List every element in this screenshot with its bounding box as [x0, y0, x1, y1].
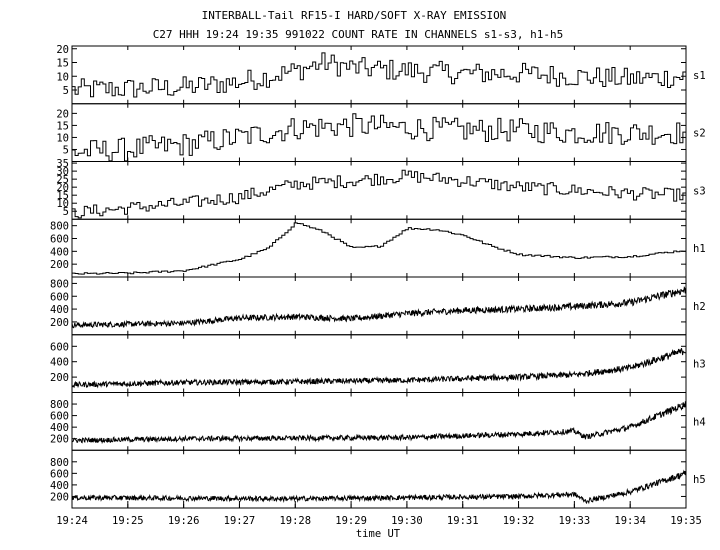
panel-frame — [71, 218, 687, 278]
y-tick-label: 800 — [50, 399, 69, 411]
y-tick-label: 200 — [50, 317, 69, 329]
series-s3-line — [72, 169, 687, 219]
y-tick-label: 600 — [50, 234, 69, 246]
panel-frame — [71, 392, 687, 451]
x-axis-label: time UT — [356, 528, 401, 540]
panel-label-s1: s1 — [693, 70, 706, 82]
y-tick-label: 10 — [56, 132, 69, 144]
y-tick-label: 200 — [50, 434, 69, 446]
x-tick-label: 19:26 — [168, 515, 200, 527]
x-tick-label: 19:33 — [559, 515, 591, 527]
y-tick-label: 200 — [50, 259, 69, 271]
panels: 5101520s15101520s25101520253035s32004006… — [50, 44, 706, 509]
panel-frame — [71, 45, 687, 105]
y-tick-label: 15 — [56, 190, 69, 202]
y-tick-label: 30 — [56, 166, 69, 178]
x-tick-label: 19:32 — [503, 515, 535, 527]
y-tick-label: 600 — [50, 411, 69, 423]
panel-label-s2: s2 — [693, 128, 706, 140]
y-tick-label: 600 — [50, 341, 69, 353]
y-tick-label: 25 — [56, 174, 69, 186]
y-tick-label: 20 — [56, 44, 69, 56]
x-tick-label: 19:31 — [447, 515, 479, 527]
panel-frame — [71, 449, 687, 509]
y-tick-label: 5 — [63, 85, 69, 97]
y-tick-label: 200 — [50, 372, 69, 384]
panel-label-h1: h1 — [693, 243, 706, 255]
x-tick-label: 19:24 — [56, 515, 88, 527]
series-h2-line — [71, 286, 687, 329]
panel-h3: 200 400 600 h3 — [50, 334, 706, 393]
series-h3-line — [71, 348, 687, 389]
y-tick-label: 400 — [50, 304, 69, 316]
y-tick-label: 200 — [50, 491, 69, 503]
y-tick-label: 10 — [56, 71, 69, 83]
y-tick-label: 15 — [56, 58, 69, 70]
series-s2-line — [72, 113, 687, 162]
x-tick-label: 19:34 — [614, 515, 646, 527]
y-tick-label: 400 — [50, 357, 69, 369]
series-h4-line — [71, 401, 687, 445]
panel-frame — [71, 103, 687, 162]
series-h5-line — [71, 469, 687, 505]
y-tick-label: 800 — [50, 221, 69, 233]
y-tick-label: 400 — [50, 246, 69, 258]
y-tick-label: 400 — [50, 422, 69, 434]
y-tick-label: 20 — [56, 182, 69, 194]
y-tick-label: 400 — [50, 480, 69, 492]
y-tick-label: 15 — [56, 120, 69, 132]
panel-label-h3: h3 — [693, 359, 706, 371]
x-tick-label: 19:30 — [391, 515, 423, 527]
y-tick-label: 20 — [56, 108, 69, 120]
chart-title: INTERBALL-Tail RF15-I HARD/SOFT X-RAY EM… — [202, 9, 507, 22]
panel-label-h4: h4 — [693, 416, 706, 428]
x-tick-label: 19:35 — [670, 515, 702, 527]
chart-subtitle: C27 HHH 19:24 19:35 991022 COUNT RATE IN… — [153, 28, 564, 41]
panel-label-h5: h5 — [693, 474, 706, 486]
panel-label-s3: s3 — [693, 185, 706, 197]
y-tick-label: 10 — [56, 198, 69, 210]
x-tick-label: 19:25 — [112, 515, 144, 527]
series-s1-line — [72, 52, 687, 98]
y-tick-label: 5 — [63, 144, 69, 156]
x-tick-label: 19:29 — [335, 515, 367, 527]
x-tick-label: 19:28 — [279, 515, 311, 527]
y-tick-label: 600 — [50, 291, 69, 303]
x-tick-label: 19:27 — [224, 515, 256, 527]
y-tick-label: 800 — [50, 457, 69, 469]
x-axis: 19:24 19:25 19:26 19:27 19:28 19:29 19:30 19:31… — [56, 501, 702, 527]
y-tick-label: 800 — [50, 278, 69, 290]
series-h1-line — [72, 222, 687, 275]
y-tick-label: 35 — [56, 158, 69, 170]
panel-label-h2: h2 — [693, 301, 706, 313]
y-tick-label: 600 — [50, 468, 69, 480]
y-tick-label: 5 — [63, 206, 69, 218]
